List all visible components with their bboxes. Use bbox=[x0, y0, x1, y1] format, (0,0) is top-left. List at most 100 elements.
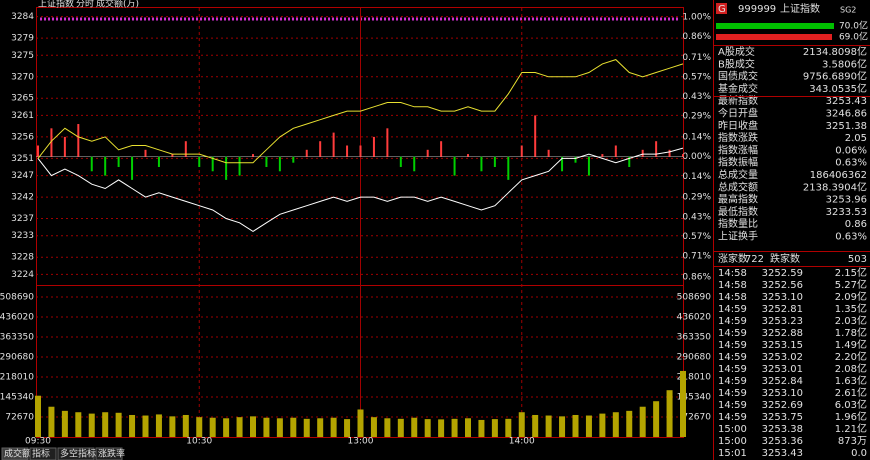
tick-time: 14:58 bbox=[718, 292, 747, 303]
chart-title: 上证指数 bbox=[38, 0, 74, 10]
stat-label: 指数量比 bbox=[718, 217, 758, 230]
tick-price: 3252.88 bbox=[762, 328, 803, 339]
tab[interactable] bbox=[57, 447, 95, 460]
tick-time: 14:59 bbox=[718, 376, 747, 387]
y-tick-label: 3242 bbox=[11, 193, 34, 203]
ratio-bar bbox=[252, 154, 254, 157]
stat-value: 2138.3904亿 bbox=[803, 180, 867, 193]
ratio-bar bbox=[507, 156, 510, 180]
price-line bbox=[37, 59, 684, 164]
ratio-bar bbox=[238, 156, 241, 176]
stat-value: 0.86 bbox=[845, 219, 867, 230]
tick-amount: 5.27亿 bbox=[835, 278, 867, 291]
tick-amount: 2.61亿 bbox=[835, 386, 867, 399]
stat-value: 3251.38 bbox=[826, 121, 867, 132]
y-tick-label: 3265 bbox=[11, 94, 34, 104]
y-tick-label: 3279 bbox=[11, 34, 34, 44]
y-tick-label: 3251 bbox=[11, 154, 34, 164]
volume-bar bbox=[263, 417, 270, 437]
volume-bar bbox=[505, 418, 512, 437]
y-tick-label: 3275 bbox=[11, 51, 34, 61]
y2-tick-label: 0.57% bbox=[682, 232, 711, 242]
y2-tick-label: 0.14% bbox=[682, 133, 711, 143]
stat-value: 0.63% bbox=[835, 232, 867, 243]
tick-price: 3253.38 bbox=[762, 424, 803, 435]
ratio-bar bbox=[305, 149, 308, 157]
stat-value: 343.0535亿 bbox=[809, 82, 867, 95]
stat-value: 9756.6890亿 bbox=[803, 70, 867, 83]
ratio-bar bbox=[426, 149, 429, 157]
y2-tick-label: 0.86% bbox=[682, 32, 711, 42]
ratio-bar bbox=[63, 136, 66, 157]
volume-bar bbox=[572, 414, 579, 437]
ratio-bar bbox=[520, 145, 523, 157]
tab[interactable] bbox=[1, 447, 29, 460]
volume-bar bbox=[585, 415, 592, 437]
tick-time: 15:00 bbox=[718, 436, 747, 447]
volume-bar bbox=[666, 390, 673, 437]
tick-price: 3252.81 bbox=[762, 304, 803, 315]
y-tick-label: 508690 bbox=[0, 292, 34, 302]
ratio-bar bbox=[574, 156, 577, 163]
ratio-bar bbox=[319, 141, 322, 157]
ratio-bar bbox=[668, 149, 671, 157]
ratio-bar bbox=[346, 145, 349, 157]
tick-amount: 2.15亿 bbox=[835, 266, 867, 279]
ratio-bar bbox=[493, 156, 496, 167]
y2-tick-label: 0.86% bbox=[682, 272, 711, 282]
y2-tick-label: 0.71% bbox=[682, 53, 711, 63]
tick-time: 15:01 bbox=[718, 448, 747, 459]
tab-label[interactable]: 成交额 bbox=[4, 448, 31, 460]
tick-price: 3252.84 bbox=[762, 376, 803, 387]
volume-bar bbox=[545, 415, 552, 437]
tab-label[interactable]: 多空指标 bbox=[60, 448, 96, 460]
tick-amount: 2.20亿 bbox=[835, 350, 867, 363]
ratio-bar bbox=[641, 149, 644, 157]
chart-subtitle: 分时 bbox=[76, 0, 94, 10]
ratio-bar bbox=[90, 156, 93, 172]
y-tick-label: 3233 bbox=[11, 231, 34, 241]
ratio-bar bbox=[278, 156, 281, 172]
volume-bar bbox=[518, 412, 525, 437]
tab[interactable] bbox=[95, 447, 123, 460]
tick-price: 3252.69 bbox=[762, 400, 803, 411]
stat-value: 186406362 bbox=[810, 170, 867, 181]
stat-label: 基金成交 bbox=[718, 82, 758, 95]
volume-bar bbox=[209, 417, 216, 437]
ratio-bar bbox=[614, 145, 617, 157]
stat-value: 2134.8098亿 bbox=[803, 45, 867, 58]
tick-amount: 2.03亿 bbox=[835, 314, 867, 327]
tick-price: 3253.36 bbox=[762, 436, 803, 447]
y-tick-label: 3284 bbox=[11, 12, 34, 22]
price-line bbox=[37, 147, 684, 232]
tick-time: 14:59 bbox=[718, 364, 747, 375]
tick-price: 3253.43 bbox=[762, 448, 803, 459]
tab-label[interactable]: 涨跌率 bbox=[98, 448, 125, 460]
volume-bar bbox=[169, 416, 176, 437]
volume-bar bbox=[465, 418, 471, 437]
badge: G bbox=[718, 4, 726, 15]
volume-bar bbox=[344, 419, 351, 437]
y-tick-label: 3270 bbox=[11, 72, 34, 82]
y-tick-label: 72670 bbox=[5, 412, 34, 422]
volume-bar bbox=[397, 418, 404, 437]
down-count: 503 bbox=[848, 254, 867, 265]
tab-label[interactable]: 指标 bbox=[32, 448, 50, 460]
tag: SG2 bbox=[840, 6, 856, 15]
flow-label: 70.0亿 bbox=[839, 20, 868, 32]
y-tick-label: 436020 bbox=[0, 312, 34, 322]
name: 上证指数 bbox=[780, 2, 820, 15]
tick-price: 3253.01 bbox=[762, 364, 803, 375]
volume-bar bbox=[129, 414, 136, 437]
ratio-bar bbox=[413, 156, 416, 172]
tick-amount: 1.63亿 bbox=[835, 374, 867, 387]
ratio-bar bbox=[77, 124, 80, 157]
ratio-bar bbox=[480, 156, 483, 172]
stat-label: B股成交 bbox=[718, 57, 755, 70]
x-tick-label: 10:30 bbox=[186, 437, 212, 447]
up-label: 涨家数 bbox=[718, 252, 748, 265]
stat-label: 今日开盘 bbox=[718, 107, 758, 120]
tab[interactable] bbox=[29, 447, 57, 460]
y2-tick-label: 363350 bbox=[677, 332, 712, 342]
